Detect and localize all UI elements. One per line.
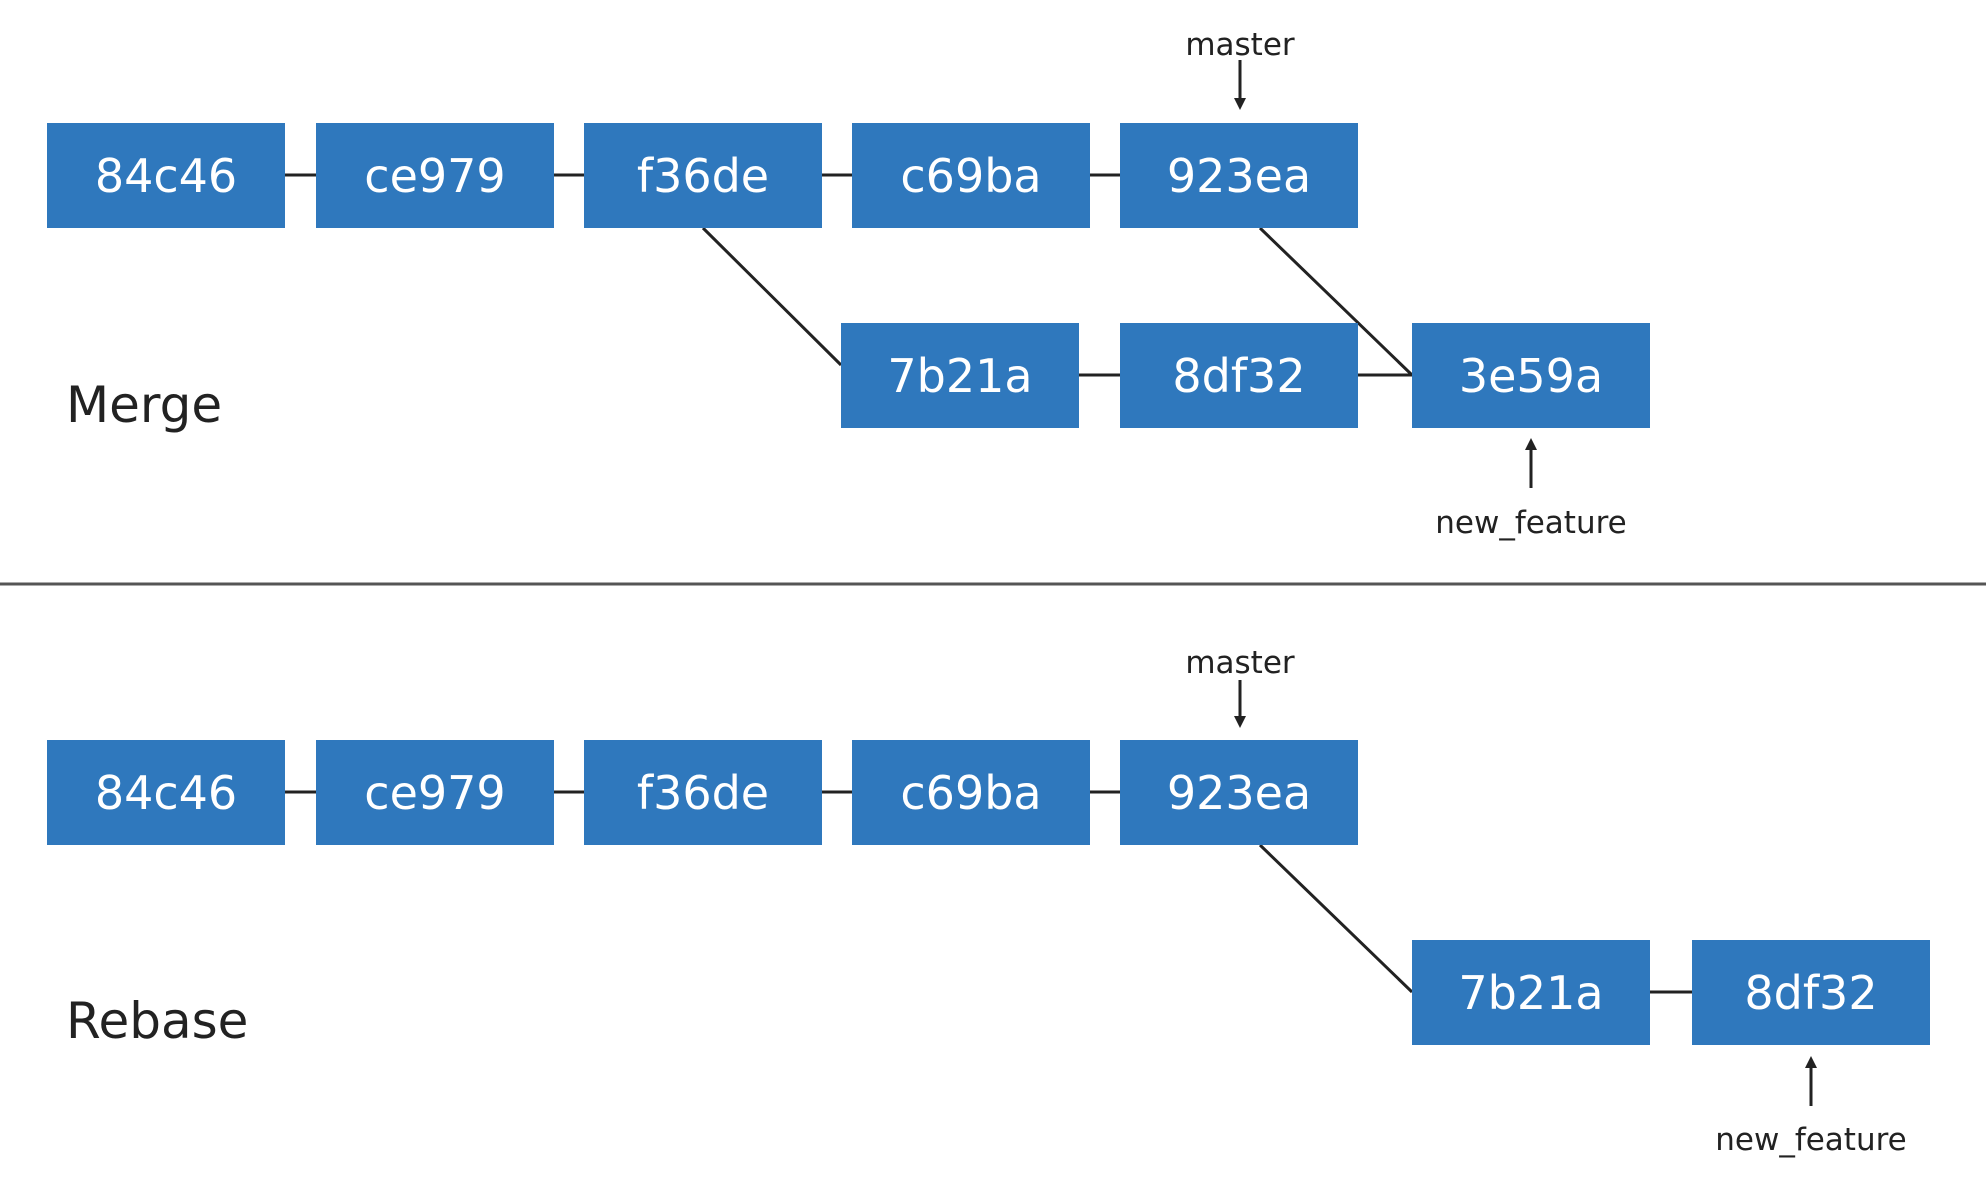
- rebase-branch-link: [1258, 843, 1414, 994]
- rebase-new-feature-label: new_feature: [1715, 1122, 1907, 1158]
- merge-master-label: master: [1185, 27, 1295, 63]
- merge-new-feature-label: new_feature: [1435, 505, 1627, 541]
- merge-branch-commit-1: 7b21a: [841, 323, 1079, 428]
- rebase-branch-commit-2: 8df32: [1692, 940, 1930, 1045]
- merge-merge-commit: 3e59a: [1412, 323, 1650, 428]
- rebase-commit-2: ce979: [316, 740, 554, 845]
- rebase-commit-5: 923ea: [1120, 740, 1358, 845]
- merge-commit-1: 84c46: [47, 123, 285, 228]
- rebase-title: Rebase: [66, 992, 249, 1050]
- merge-commit-4: c69ba: [852, 123, 1090, 228]
- rebase-branch-commit-1: 7b21a: [1412, 940, 1650, 1045]
- merge-branch-link: [701, 226, 843, 367]
- rebase-commit-3: f36de: [584, 740, 822, 845]
- merge-master-link: [1258, 226, 1414, 377]
- rebase-commit-1: 84c46: [47, 740, 285, 845]
- merge-title: Merge: [66, 376, 223, 434]
- rebase-commit-4: c69ba: [852, 740, 1090, 845]
- merge-commit-3: f36de: [584, 123, 822, 228]
- rebase-master-label: master: [1185, 645, 1295, 681]
- merge-commit-5: 923ea: [1120, 123, 1358, 228]
- merge-commit-2: ce979: [316, 123, 554, 228]
- merge-branch-commit-2: 8df32: [1120, 323, 1358, 428]
